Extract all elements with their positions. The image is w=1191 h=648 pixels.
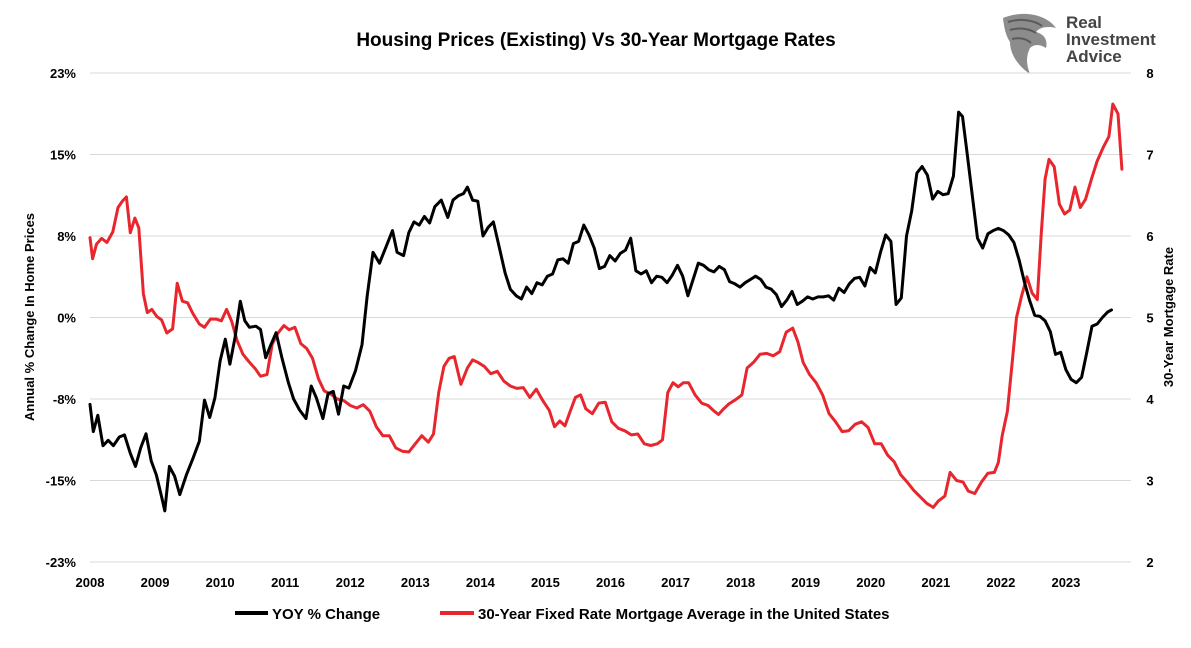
- eagle-logo-icon: [1003, 13, 1056, 74]
- left-tick-label-2: 8%: [57, 229, 76, 244]
- right-tick-label-5: 3: [1146, 474, 1153, 489]
- x-tick-label-8: 2016: [596, 575, 625, 590]
- left-axis-label: Annual % Change In Home Prices: [22, 213, 37, 421]
- brand-line3: Advice: [1066, 47, 1122, 66]
- x-tick-label-3: 2011: [271, 575, 299, 590]
- left-tick-label-6: -23%: [46, 555, 77, 570]
- legend-label-mortgage: 30-Year Fixed Rate Mortgage Average in t…: [478, 606, 890, 623]
- right-axis-label: 30-Year Mortgage Rate: [1161, 247, 1176, 387]
- right-axis-ticks: 8 7 6 5 4 3 2: [1146, 66, 1154, 570]
- x-tick-label-13: 2021: [921, 575, 950, 590]
- left-tick-label-1: 15%: [50, 148, 76, 163]
- x-tick-label-10: 2018: [726, 575, 755, 590]
- brand-logo: Real Investment Advice: [1003, 13, 1156, 74]
- right-tick-label-1: 7: [1146, 148, 1153, 163]
- legend-label-yoy: YOY % Change: [272, 606, 380, 623]
- series-lines: [88, 102, 1124, 513]
- x-tick-label-1: 2009: [141, 575, 170, 590]
- brand-line2: Investment: [1066, 30, 1156, 49]
- left-tick-label-0: 23%: [50, 66, 76, 81]
- right-tick-label-3: 5: [1146, 311, 1153, 326]
- right-tick-label-6: 2: [1146, 555, 1153, 570]
- right-tick-label-0: 8: [1146, 66, 1153, 81]
- brand-line1: Real: [1066, 13, 1102, 32]
- x-tick-label-11: 2019: [791, 575, 820, 590]
- series-line-mortgage: [88, 102, 1124, 509]
- x-tick-label-4: 2012: [336, 575, 365, 590]
- x-tick-label-2: 2010: [206, 575, 235, 590]
- chart-title: Housing Prices (Existing) Vs 30-Year Mor…: [356, 30, 835, 51]
- x-tick-label-5: 2013: [401, 575, 430, 590]
- x-tick-label-9: 2017: [661, 575, 690, 590]
- right-tick-label-4: 4: [1146, 392, 1154, 407]
- left-tick-label-5: -15%: [46, 474, 77, 489]
- left-axis-ticks: 23% 15% 8% 0% -8% -15% -23%: [46, 66, 77, 570]
- x-tick-label-15: 2023: [1051, 575, 1080, 590]
- series-line-yoy: [88, 110, 1113, 513]
- x-tick-label-12: 2020: [856, 575, 885, 590]
- left-tick-label-3: 0%: [57, 311, 76, 326]
- right-tick-label-2: 6: [1146, 229, 1153, 244]
- left-tick-label-4: -8%: [53, 392, 77, 407]
- legend: YOY % Change 30-Year Fixed Rate Mortgage…: [235, 606, 890, 623]
- x-tick-label-6: 2014: [466, 575, 496, 590]
- x-tick-label-0: 2008: [76, 575, 105, 590]
- x-tick-label-7: 2015: [531, 575, 560, 590]
- x-axis-ticks: 2008 2009 2010 2011 2012 2013 2014 2015 2016 2017…: [76, 575, 1081, 590]
- x-tick-label-14: 2022: [986, 575, 1015, 590]
